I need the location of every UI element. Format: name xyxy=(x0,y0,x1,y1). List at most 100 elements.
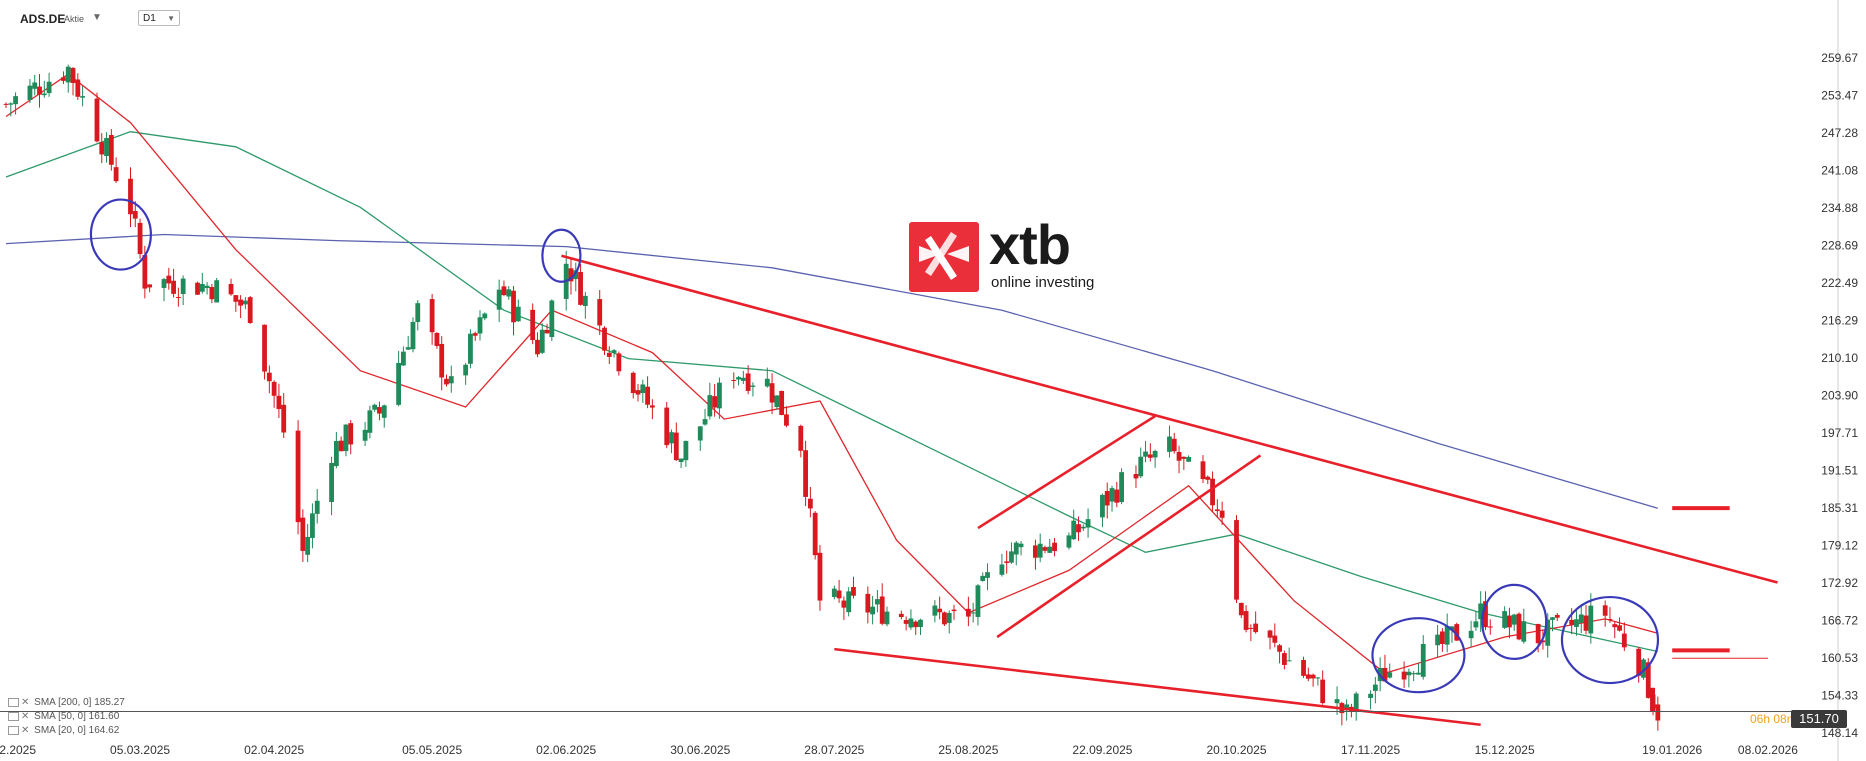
ticker-label[interactable]: ADS.DE xyxy=(20,12,66,26)
candle-body xyxy=(113,167,119,182)
candle-body xyxy=(1607,619,1613,621)
legend-box-icon xyxy=(8,711,19,721)
candle xyxy=(1080,524,1086,531)
candle xyxy=(530,303,536,345)
candle xyxy=(238,295,244,318)
candle xyxy=(1621,622,1627,652)
legend-sma50[interactable]: ✕ SMA [50, 0] 161.60 xyxy=(8,711,119,722)
candle-body xyxy=(831,588,837,597)
candle-body xyxy=(851,586,856,596)
candle-body xyxy=(314,500,320,514)
last-candle-body xyxy=(1650,687,1656,712)
candle xyxy=(396,350,402,407)
candle-body xyxy=(1253,623,1259,633)
candle xyxy=(764,367,770,388)
candle-body xyxy=(951,609,957,612)
candle xyxy=(1219,501,1225,526)
candle xyxy=(300,509,306,562)
candle xyxy=(448,365,454,393)
candle-body xyxy=(1133,473,1139,479)
candle-body xyxy=(1171,438,1177,452)
candle xyxy=(276,383,282,419)
candle xyxy=(515,299,521,322)
candle xyxy=(1210,471,1215,512)
chevron-down-icon[interactable]: ▼ xyxy=(92,12,102,23)
candle-body xyxy=(879,596,885,624)
close-icon[interactable]: ✕ xyxy=(21,697,30,708)
candle-body xyxy=(1238,602,1244,616)
timeframe-select[interactable]: D1 ▼ xyxy=(138,10,180,26)
candle xyxy=(731,372,737,389)
candle-body xyxy=(372,404,378,410)
candle-body xyxy=(415,303,421,323)
close-icon[interactable]: ✕ xyxy=(21,725,30,736)
candle xyxy=(1554,613,1560,621)
candle-body xyxy=(142,255,148,289)
candle xyxy=(630,371,636,399)
candle xyxy=(606,346,612,364)
candle xyxy=(1545,613,1551,658)
candle xyxy=(381,404,387,428)
candle xyxy=(310,503,315,549)
y-tick-label: 222.49 xyxy=(1821,276,1858,290)
candle-body xyxy=(1554,614,1560,618)
close-icon[interactable]: ✕ xyxy=(21,711,30,722)
candle-body xyxy=(999,564,1005,575)
legend-sma200[interactable]: ✕ SMA [200, 0] 185.27 xyxy=(8,697,125,708)
candle-body xyxy=(673,432,679,461)
candle-body xyxy=(1454,624,1460,641)
candle-body xyxy=(472,333,478,336)
candle-body xyxy=(535,339,540,355)
candle-body xyxy=(1588,605,1594,634)
candle-body xyxy=(812,512,818,556)
candle-body xyxy=(1109,488,1115,502)
candle xyxy=(965,596,971,627)
candle-body xyxy=(1602,605,1608,616)
y-tick-label: 228.69 xyxy=(1821,238,1858,252)
y-tick-label: 259.67 xyxy=(1821,51,1858,65)
candle-body xyxy=(108,134,114,165)
candle xyxy=(884,606,890,627)
candle-body xyxy=(463,364,469,376)
candle xyxy=(195,281,200,295)
candle xyxy=(372,403,378,412)
candle xyxy=(1114,481,1120,508)
candle-body xyxy=(46,81,52,94)
legend-sma20[interactable]: ✕ SMA [20, 0] 164.62 xyxy=(8,725,119,736)
y-tick-label: 197.71 xyxy=(1821,426,1858,440)
x-tick-label: 02.06.2025 xyxy=(536,743,596,757)
candle-body xyxy=(606,352,612,357)
candle-body xyxy=(161,279,167,288)
candle xyxy=(1382,654,1388,682)
xtb-logo-wordmark: xtb xyxy=(989,213,1071,276)
y-tick-label: 166.72 xyxy=(1821,614,1858,628)
candle-body xyxy=(1152,450,1158,458)
candle-body xyxy=(1612,624,1618,628)
candle-body xyxy=(908,618,914,628)
candle xyxy=(673,422,679,461)
candle xyxy=(1066,532,1072,550)
candle-body xyxy=(980,575,986,581)
candle-body xyxy=(99,142,105,155)
candle-body xyxy=(515,306,521,322)
highlight-circle xyxy=(89,198,153,271)
highlight-circle xyxy=(1371,617,1466,694)
candle xyxy=(898,610,904,620)
candle xyxy=(1353,691,1359,721)
candle xyxy=(338,436,344,452)
chevron-down-icon: ▼ xyxy=(167,14,175,23)
candle xyxy=(1033,539,1038,570)
candle-body xyxy=(611,350,617,353)
candle xyxy=(669,429,674,454)
candle xyxy=(1411,671,1417,682)
candle xyxy=(13,92,18,115)
candle xyxy=(1009,542,1014,564)
candle-body xyxy=(61,77,66,81)
candle-body xyxy=(817,552,823,601)
candle xyxy=(616,351,622,376)
legend-params: [200, 0] xyxy=(58,697,92,708)
candle xyxy=(1578,604,1584,634)
candle xyxy=(477,310,483,341)
candle xyxy=(1171,432,1177,454)
